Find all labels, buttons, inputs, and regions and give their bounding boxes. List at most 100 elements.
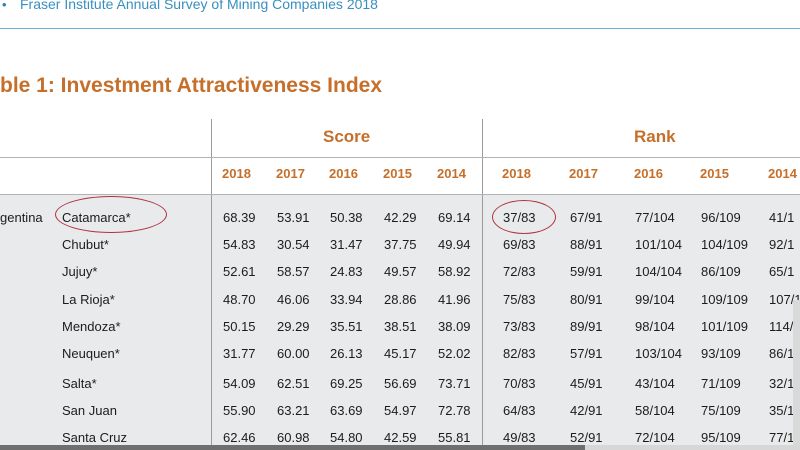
- rank-year-header-2: 2016: [634, 166, 663, 181]
- score-cell: 58.92: [438, 264, 471, 279]
- score-cell: 24.83: [330, 264, 363, 279]
- rank-cell: 104/109: [701, 237, 748, 252]
- rank-cell: 77/1: [769, 430, 795, 445]
- score-cell: 28.86: [384, 292, 417, 307]
- province-name: Neuquen*: [62, 346, 120, 361]
- rank-cell: 57/91: [570, 346, 603, 361]
- scrollbar-thumb[interactable]: [585, 445, 800, 450]
- score-cell: 69.14: [438, 210, 471, 225]
- rank-cell: 52/91: [570, 430, 603, 445]
- rank-cell: 75/83: [503, 292, 536, 307]
- header-rule-bottom: [0, 194, 800, 195]
- horizontal-scrollbar[interactable]: [0, 445, 800, 450]
- rank-cell: 88/91: [570, 237, 603, 252]
- rank-cell: 86/109: [701, 264, 741, 279]
- rank-cell: 114/1: [769, 319, 800, 334]
- score-year-header-4: 2014: [437, 166, 466, 181]
- rank-cell: 98/104: [635, 319, 675, 334]
- score-cell: 54.83: [223, 237, 256, 252]
- score-cell: 60.98: [277, 430, 310, 445]
- rank-cell: 32/1: [769, 376, 795, 391]
- score-cell: 69.25: [330, 376, 363, 391]
- score-cell: 42.59: [384, 430, 417, 445]
- score-cell: 73.71: [438, 376, 471, 391]
- score-cell: 50.38: [330, 210, 363, 225]
- score-cell: 31.47: [330, 237, 363, 252]
- score-cell: 26.13: [330, 346, 363, 361]
- score-cell: 68.39: [223, 210, 256, 225]
- province-name: Salta*: [62, 376, 97, 391]
- score-cell: 52.61: [223, 264, 256, 279]
- score-cell: 60.00: [277, 346, 310, 361]
- rank-cell: 67/91: [570, 210, 603, 225]
- rank-year-header-0: 2018: [502, 166, 531, 181]
- score-cell: 35.51: [330, 319, 363, 334]
- annotation-circle-province: [55, 196, 167, 233]
- rank-cell: 49/83: [503, 430, 536, 445]
- table-body-background: [0, 195, 800, 445]
- score-cell: 55.90: [223, 403, 256, 418]
- score-cell: 45.17: [384, 346, 417, 361]
- rank-cell: 93/109: [701, 346, 741, 361]
- score-cell: 53.91: [277, 210, 310, 225]
- score-cell: 50.15: [223, 319, 256, 334]
- score-cell: 54.09: [223, 376, 256, 391]
- score-year-header-3: 2015: [383, 166, 412, 181]
- score-cell: 72.78: [438, 403, 471, 418]
- column-divider-score: [211, 119, 212, 450]
- score-cell: 52.02: [438, 346, 471, 361]
- province-name: Mendoza*: [62, 319, 121, 334]
- rank-cell: 59/91: [570, 264, 603, 279]
- rank-cell: 71/109: [701, 376, 741, 391]
- rank-cell: 35/1: [769, 403, 795, 418]
- province-name: Chubut*: [62, 237, 109, 252]
- score-cell: 41.96: [438, 292, 471, 307]
- rank-cell: 101/104: [635, 237, 682, 252]
- score-year-header-0: 2018: [222, 166, 251, 181]
- province-name: San Juan: [62, 403, 117, 418]
- score-cell: 31.77: [223, 346, 256, 361]
- score-group-header: Score: [323, 127, 371, 146]
- rank-cell: 95/109: [701, 430, 741, 445]
- page-header: • Fraser Institute Annual Survey of Mini…: [0, 0, 800, 29]
- rank-cell: 65/1: [769, 264, 795, 279]
- rank-cell: 99/104: [635, 292, 675, 307]
- province-name: Jujuy*: [62, 264, 98, 279]
- rank-cell: 58/104: [635, 403, 675, 418]
- score-cell: 46.06: [277, 292, 310, 307]
- rank-cell: 86/1: [769, 346, 795, 361]
- rank-cell: 72/83: [503, 264, 536, 279]
- score-cell: 33.94: [330, 292, 363, 307]
- rank-cell: 64/83: [503, 403, 536, 418]
- score-cell: 38.09: [438, 319, 471, 334]
- rank-year-header-3: 2015: [700, 166, 729, 181]
- rank-cell: 75/109: [701, 403, 741, 418]
- rank-cell: 42/91: [570, 403, 603, 418]
- rank-cell: 43/104: [635, 376, 675, 391]
- rank-year-header-1: 2017: [569, 166, 598, 181]
- score-cell: 63.21: [277, 403, 310, 418]
- score-cell: 55.81: [438, 430, 471, 445]
- score-cell: 38.51: [384, 319, 417, 334]
- rank-cell: 82/83: [503, 346, 536, 361]
- score-cell: 54.80: [330, 430, 363, 445]
- rank-cell: 107/1: [769, 292, 800, 307]
- source-title: Fraser Institute Annual Survey of Mining…: [20, 0, 378, 12]
- rank-cell: 103/104: [635, 346, 682, 361]
- rank-cell: 89/91: [570, 319, 603, 334]
- scrollbar-edge[interactable]: [793, 300, 800, 450]
- rank-cell: 104/104: [635, 264, 682, 279]
- header-rule-top: [0, 157, 800, 158]
- province-name: Santa Cruz: [62, 430, 128, 445]
- annotation-circle-rank: [492, 200, 556, 234]
- score-cell: 30.54: [277, 237, 310, 252]
- score-cell: 62.46: [223, 430, 256, 445]
- score-year-header-2: 2016: [329, 166, 358, 181]
- score-cell: 63.69: [330, 403, 363, 418]
- country-label: gentina: [0, 210, 43, 225]
- score-cell: 54.97: [384, 403, 417, 418]
- rank-cell: 77/104: [635, 210, 675, 225]
- column-divider-rank: [482, 119, 483, 450]
- rank-cell: 72/104: [635, 430, 675, 445]
- score-cell: 42.29: [384, 210, 417, 225]
